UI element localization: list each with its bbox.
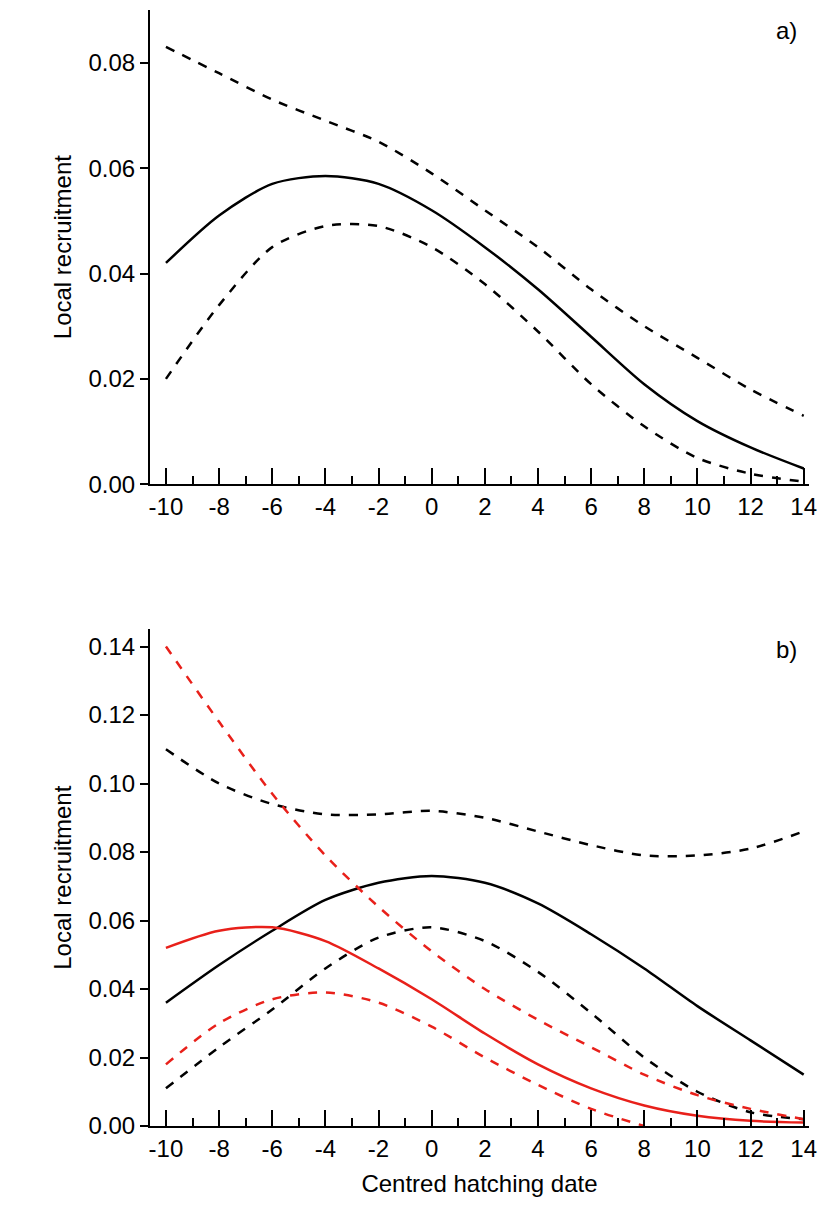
svg-text:8: 8 — [638, 493, 651, 520]
svg-text:4: 4 — [531, 493, 544, 520]
svg-text:0.14: 0.14 — [88, 633, 135, 660]
svg-text:12: 12 — [737, 1135, 764, 1162]
svg-text:6: 6 — [584, 493, 597, 520]
svg-text:-8: -8 — [208, 1135, 229, 1162]
svg-text:Local recruitment: Local recruitment — [49, 155, 76, 339]
svg-text:10: 10 — [684, 1135, 711, 1162]
svg-text:0.08: 0.08 — [88, 838, 135, 865]
svg-text:-2: -2 — [368, 1135, 389, 1162]
svg-text:Local recruitment: Local recruitment — [49, 785, 76, 969]
svg-text:12: 12 — [737, 493, 764, 520]
svg-text:0.06: 0.06 — [88, 907, 135, 934]
svg-text:Centred hatching date: Centred hatching date — [361, 1170, 597, 1197]
svg-text:0.10: 0.10 — [88, 770, 135, 797]
svg-text:2: 2 — [478, 493, 491, 520]
svg-text:0.02: 0.02 — [88, 365, 135, 392]
svg-text:-6: -6 — [262, 493, 283, 520]
svg-text:0.02: 0.02 — [88, 1044, 135, 1071]
svg-text:0.12: 0.12 — [88, 701, 135, 728]
svg-text:6: 6 — [584, 1135, 597, 1162]
svg-text:-2: -2 — [368, 493, 389, 520]
svg-text:0.06: 0.06 — [88, 155, 135, 182]
svg-text:0.08: 0.08 — [88, 49, 135, 76]
svg-text:14: 14 — [790, 493, 817, 520]
svg-text:-10: -10 — [149, 1135, 184, 1162]
svg-text:4: 4 — [531, 1135, 544, 1162]
svg-text:0: 0 — [425, 1135, 438, 1162]
svg-text:0: 0 — [425, 493, 438, 520]
svg-text:-6: -6 — [262, 1135, 283, 1162]
svg-text:b): b) — [776, 636, 797, 663]
svg-text:2: 2 — [478, 1135, 491, 1162]
svg-text:0.00: 0.00 — [88, 471, 135, 498]
svg-text:a): a) — [776, 17, 797, 44]
svg-text:-4: -4 — [315, 493, 336, 520]
svg-text:-4: -4 — [315, 1135, 336, 1162]
svg-text:0.00: 0.00 — [88, 1112, 135, 1139]
svg-text:10: 10 — [684, 493, 711, 520]
svg-text:0.04: 0.04 — [88, 975, 135, 1002]
svg-text:-8: -8 — [208, 493, 229, 520]
svg-text:0.04: 0.04 — [88, 260, 135, 287]
svg-text:-10: -10 — [149, 493, 184, 520]
svg-text:14: 14 — [790, 1135, 817, 1162]
svg-text:8: 8 — [638, 1135, 651, 1162]
